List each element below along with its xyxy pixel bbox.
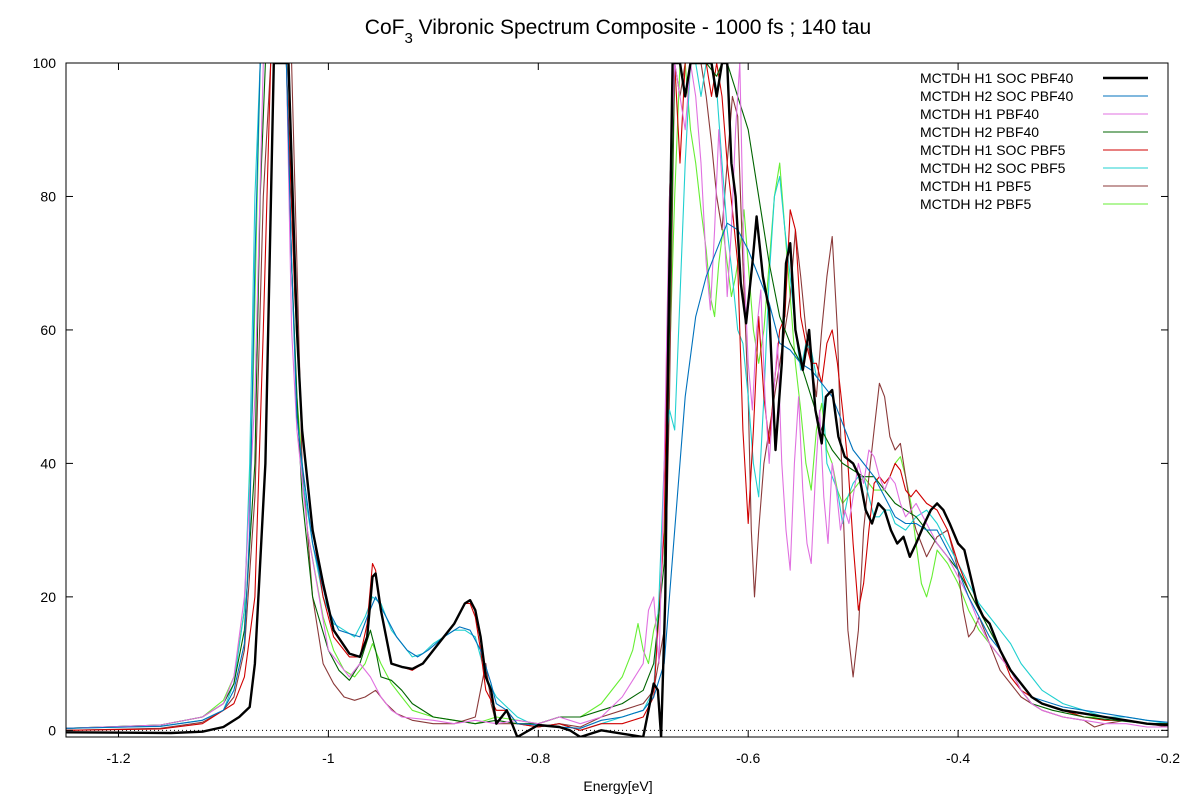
legend: MCTDH H1 SOC PBF40 MCTDH H2 SOC PBF40 MCTD… <box>920 70 1148 212</box>
x-tick-label: -0.2 <box>1156 750 1180 766</box>
x-axis-label: Energy[eV] <box>583 778 652 794</box>
y-tick-label: 100 <box>33 55 57 71</box>
legend-label: MCTDH H1 SOC PBF5 <box>920 142 1066 158</box>
x-tick-label: -1 <box>322 750 335 766</box>
series-line-1 <box>66 63 1168 737</box>
chart-title-main: CoF <box>365 16 405 39</box>
chart-title-rest: Vibronic Spectrum Composite - 1000 fs ; … <box>413 16 871 39</box>
series-line-2 <box>66 63 1168 729</box>
x-tick-label: -1.2 <box>106 750 130 766</box>
x-tick-label: -0.8 <box>526 750 550 766</box>
y-axis: 0 20 40 60 80 100 <box>33 55 1168 738</box>
y-tick-label: 80 <box>40 188 56 204</box>
legend-label: MCTDH H1 PBF40 <box>920 106 1039 122</box>
chart-title-subscript: 3 <box>404 30 412 47</box>
y-tick-label: 0 <box>48 722 56 738</box>
chart-title: CoF3 Vibronic Spectrum Composite - 1000 … <box>365 16 871 47</box>
legend-label: MCTDH H2 PBF5 <box>920 196 1031 212</box>
legend-label: MCTDH H2 SOC PBF40 <box>920 88 1073 104</box>
legend-label: MCTDH H1 SOC PBF40 <box>920 70 1073 86</box>
y-tick-label: 60 <box>40 322 56 338</box>
legend-label: MCTDH H2 SOC PBF5 <box>920 160 1066 176</box>
legend-label: MCTDH H2 PBF40 <box>920 124 1039 140</box>
series-line-5 <box>66 63 1168 731</box>
series-lines <box>66 63 1168 737</box>
legend-label: MCTDH H1 PBF5 <box>920 178 1031 194</box>
series-line-6 <box>66 63 1168 731</box>
x-axis: -1.2 -1 -0.8 -0.6 -0.4 -0.2 <box>106 63 1180 766</box>
x-tick-label: -0.4 <box>946 750 970 766</box>
y-tick-label: 40 <box>40 455 56 471</box>
x-tick-label: -0.6 <box>736 750 760 766</box>
series-line-3 <box>66 63 1168 729</box>
plot-frame <box>65 62 1169 738</box>
y-tick-label: 20 <box>40 589 56 605</box>
